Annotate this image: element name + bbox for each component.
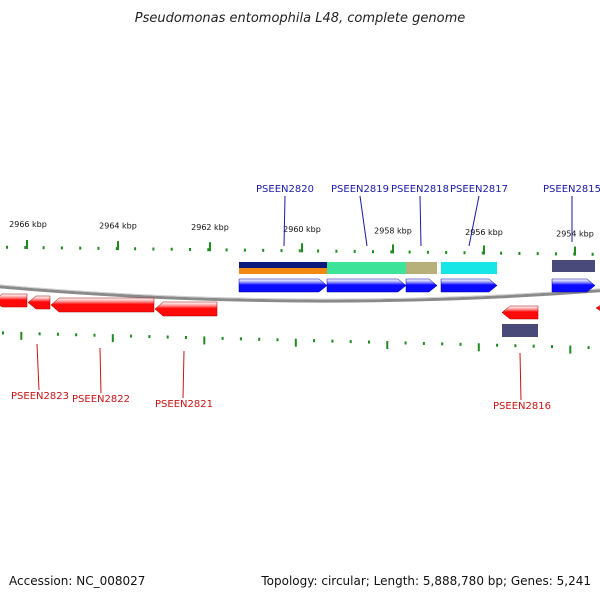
genome-title: Pseudomonas entomophila L48, complete ge… (134, 11, 466, 26)
genome-backbone (0, 285, 600, 303)
genome-backbone-highlight (0, 284, 600, 300)
gene-label-pseen2823: PSEEN2823 (11, 391, 69, 402)
ruler-tick-label: 2956 kbp (465, 228, 503, 237)
gene-leader-pseen2822 (99, 347, 102, 394)
gene-domain-pseen2816 (502, 324, 538, 337)
gene-label-pseen2815: PSEEN2815 (543, 184, 600, 195)
gene-label-pseen2822: PSEEN2822 (72, 394, 130, 405)
gene-leader-pseen2818 (419, 195, 422, 247)
gene-pseen2823 (27, 295, 51, 310)
gene-label-pseen2816: PSEEN2816 (493, 401, 551, 412)
gene-leader-pseen2821 (182, 350, 185, 399)
gene-domain-pseen2820 (239, 268, 327, 274)
gene-right-fragment (595, 305, 600, 311)
gene-label-pseen2820: PSEEN2820 (256, 184, 314, 195)
gene-leader-pseen2819 (359, 195, 368, 247)
gene-label-pseen2819: PSEEN2819 (331, 184, 389, 195)
gene-pseen2824-fragment (0, 293, 28, 308)
gene-label-pseen2821: PSEEN2821 (155, 399, 213, 410)
gene-domain-pseen2818 (406, 262, 437, 274)
ruler-tick-label: 2962 kbp (191, 223, 229, 232)
gene-pseen2819 (326, 278, 407, 293)
gene-domain-pseen2817 (441, 262, 497, 274)
gene-pseen2818 (405, 278, 438, 293)
ruler-tick-label: 2964 kbp (99, 222, 137, 231)
gene-label-pseen2818: PSEEN2818 (391, 184, 449, 195)
ruler-tick-label: 2954 kbp (556, 230, 594, 239)
gene-pseen2816 (501, 305, 539, 320)
gene-pseen2815 (551, 278, 596, 293)
gene-pseen2822 (50, 297, 155, 313)
gene-leader-pseen2817 (468, 195, 480, 247)
gene-leader-pseen2820 (283, 195, 286, 247)
ruler-tick-label: 2958 kbp (374, 226, 412, 235)
genome-summary: Topology: circular; Length: 5,888,780 bp… (261, 574, 591, 588)
gene-domain-pseen2815 (552, 260, 595, 272)
gene-pseen2820 (238, 278, 328, 293)
gene-leader-pseen2823 (36, 343, 40, 391)
gene-label-pseen2817: PSEEN2817 (450, 184, 508, 195)
gene-pseen2821 (154, 301, 218, 317)
gene-domain-pseen2820 (239, 262, 327, 268)
ruler-tick-label: 2960 kbp (283, 225, 321, 234)
ruler-tick-label: 2966 kbp (9, 220, 47, 229)
gene-domain-pseen2819 (327, 262, 406, 274)
accession-label: Accession: NC_008027 (9, 574, 146, 588)
gene-leader-pseen2816 (519, 352, 522, 401)
gene-pseen2817 (440, 278, 498, 293)
